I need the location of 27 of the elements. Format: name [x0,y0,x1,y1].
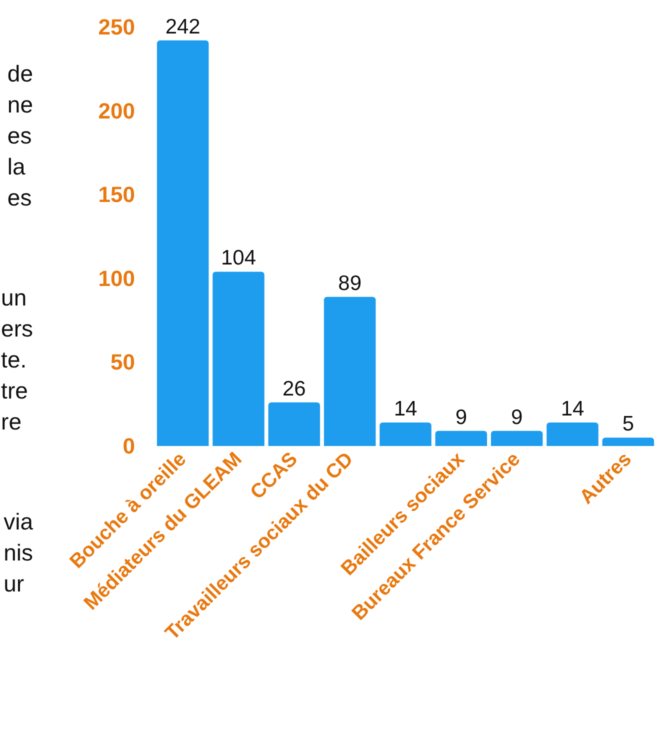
bar [324,296,376,446]
y-tick-label: 0 [122,434,135,458]
data-label: 104 [220,246,256,270]
data-label: 89 [338,272,362,295]
y-tick-label: 250 [98,14,135,40]
y-tick-label: 50 [110,350,135,375]
y-tick-label: 200 [98,98,135,124]
text: un ers te. tre re [1,284,33,434]
y-tick-label: 150 [98,182,135,208]
data-label: 5 [622,412,634,436]
data-label: 9 [455,406,468,429]
data-label: 242 [165,15,200,38]
data-label: 9 [510,406,523,429]
text: via nis ur [4,508,34,596]
bar [212,272,264,446]
text: de ne es la es [7,60,34,210]
data-label: 14 [394,398,418,421]
bar [435,430,488,446]
data-label: 14 [560,398,584,421]
bar [156,40,209,446]
bar [546,422,598,446]
bar [490,430,543,446]
bar [380,422,432,446]
y-tick-label: 100 [98,266,135,291]
bar [268,402,320,446]
bar [602,438,654,446]
data-label: 26 [282,377,306,400]
